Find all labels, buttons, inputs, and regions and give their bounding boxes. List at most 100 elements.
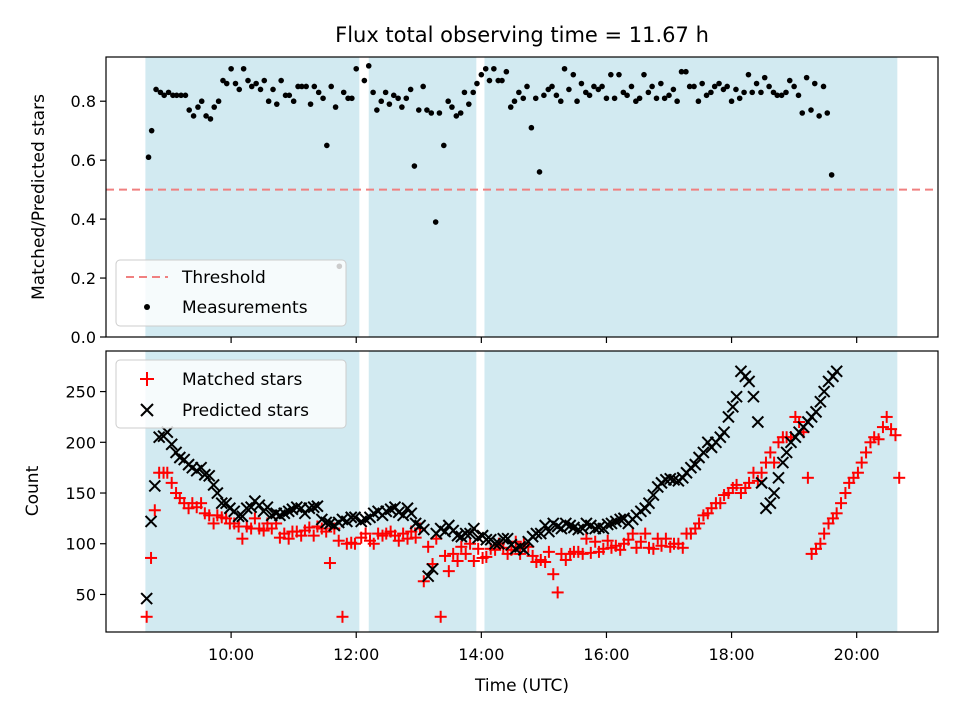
matched-star-point [401, 532, 414, 545]
measurement-point [507, 104, 514, 110]
predicted-star-point [742, 375, 756, 388]
matched-star-point [601, 534, 614, 547]
predicted-star-point [417, 523, 430, 536]
predicted-star-point [261, 501, 274, 514]
measurement-point [595, 86, 602, 93]
measurement-point [190, 113, 197, 119]
measurement-point [708, 89, 714, 96]
predicted-star-point [405, 507, 418, 520]
measurement-point [658, 80, 664, 87]
measurement-point [303, 83, 309, 90]
measurement-point [499, 77, 505, 84]
count-legend: Matched stars Predicted stars [115, 359, 347, 429]
predicted-star-point [747, 390, 760, 403]
measurement-point [332, 104, 339, 110]
measurement-point [395, 95, 401, 102]
matched-star-point [551, 586, 564, 599]
measurement-point [420, 83, 426, 90]
predicted-star-point [211, 486, 224, 500]
matched-star-point [542, 545, 555, 558]
predicted-star-point [809, 405, 823, 419]
matched-star-point [489, 543, 502, 556]
matched-star-point [876, 421, 889, 434]
measurement-point [482, 65, 489, 72]
predicted-star-point [421, 569, 435, 583]
measurement-point [461, 89, 468, 96]
ratio-ytick-tick-label: 0.2 [71, 269, 96, 288]
predicted-star-point [144, 515, 158, 528]
matched-star-point [647, 542, 660, 555]
measurement-point [173, 92, 180, 99]
measurement-point [486, 77, 493, 84]
predicted-star-point [207, 478, 220, 492]
measurement-point [273, 101, 280, 107]
matched-star-point [392, 534, 405, 547]
measurement-point [207, 116, 214, 122]
measurement-point [245, 77, 251, 84]
observing-window-band [484, 351, 898, 632]
measurement-point [382, 89, 389, 96]
matched-star-point [145, 551, 158, 564]
ratio-legend: Threshold Measurements [115, 259, 347, 327]
ratio-panel-frame [105, 56, 939, 338]
predicted-star-point [697, 446, 710, 459]
measurement-point [240, 65, 247, 72]
matched-star-point [195, 497, 208, 510]
measurement-point [307, 101, 314, 107]
measurement-point [745, 71, 752, 78]
predicted-star-point [776, 456, 790, 469]
measurement-point [720, 86, 727, 93]
measurement-point [415, 107, 422, 113]
measurement-point [278, 77, 284, 84]
measurement-point [315, 89, 322, 96]
measurement-point [161, 92, 167, 99]
matched-legend-label: Matched stars [182, 370, 302, 390]
measurement-point [374, 107, 380, 113]
matched-star-point [714, 497, 727, 510]
predicted-star-point [203, 469, 216, 482]
predicted-star-point [830, 365, 843, 378]
matched-star-point [236, 532, 249, 545]
measurement-point [653, 95, 660, 102]
predicted-star-point [459, 527, 472, 540]
measurement-point [611, 95, 618, 102]
measurement-point [328, 83, 335, 90]
matched-legend-marker [140, 372, 154, 386]
predicted-star-point [601, 518, 614, 531]
predicted-star-point [814, 395, 827, 408]
measurement-point [591, 83, 597, 90]
matched-star-point [630, 541, 643, 554]
measurement-point [824, 110, 831, 116]
measurement-point [386, 101, 393, 107]
count-ylabel: Count [23, 465, 43, 516]
measurement-point [811, 80, 818, 87]
matched-star-point [872, 433, 885, 446]
measurement-point [703, 92, 710, 99]
observing-window-band [368, 351, 477, 632]
measurement-point [645, 89, 652, 96]
measurement-point [186, 107, 192, 113]
ratio-ytick-tick-label: 0.4 [71, 210, 96, 229]
measurement-point [236, 86, 243, 93]
measurement-point [253, 80, 259, 87]
measurement-point [820, 83, 827, 90]
predicted-star-point [764, 496, 777, 510]
matched-star-point [451, 554, 464, 567]
matched-star-point [257, 524, 270, 537]
matched-star-point [730, 478, 743, 491]
count-ytick-tick-label: 50 [76, 585, 96, 604]
matched-star-point [639, 527, 652, 540]
predicted-star-point [311, 500, 324, 513]
matched-star-point [303, 521, 316, 534]
matched-star-point [818, 527, 831, 540]
measurement-point [528, 124, 535, 131]
measurement-point [390, 92, 397, 99]
measurement-point [311, 83, 318, 90]
matched-star-point [323, 557, 336, 570]
measurement-point [491, 65, 497, 72]
measurement-point [561, 65, 568, 72]
matched-star-point [743, 476, 756, 489]
measurement-point [566, 86, 572, 93]
measurement-point [399, 104, 405, 110]
measurement-point [378, 98, 385, 105]
